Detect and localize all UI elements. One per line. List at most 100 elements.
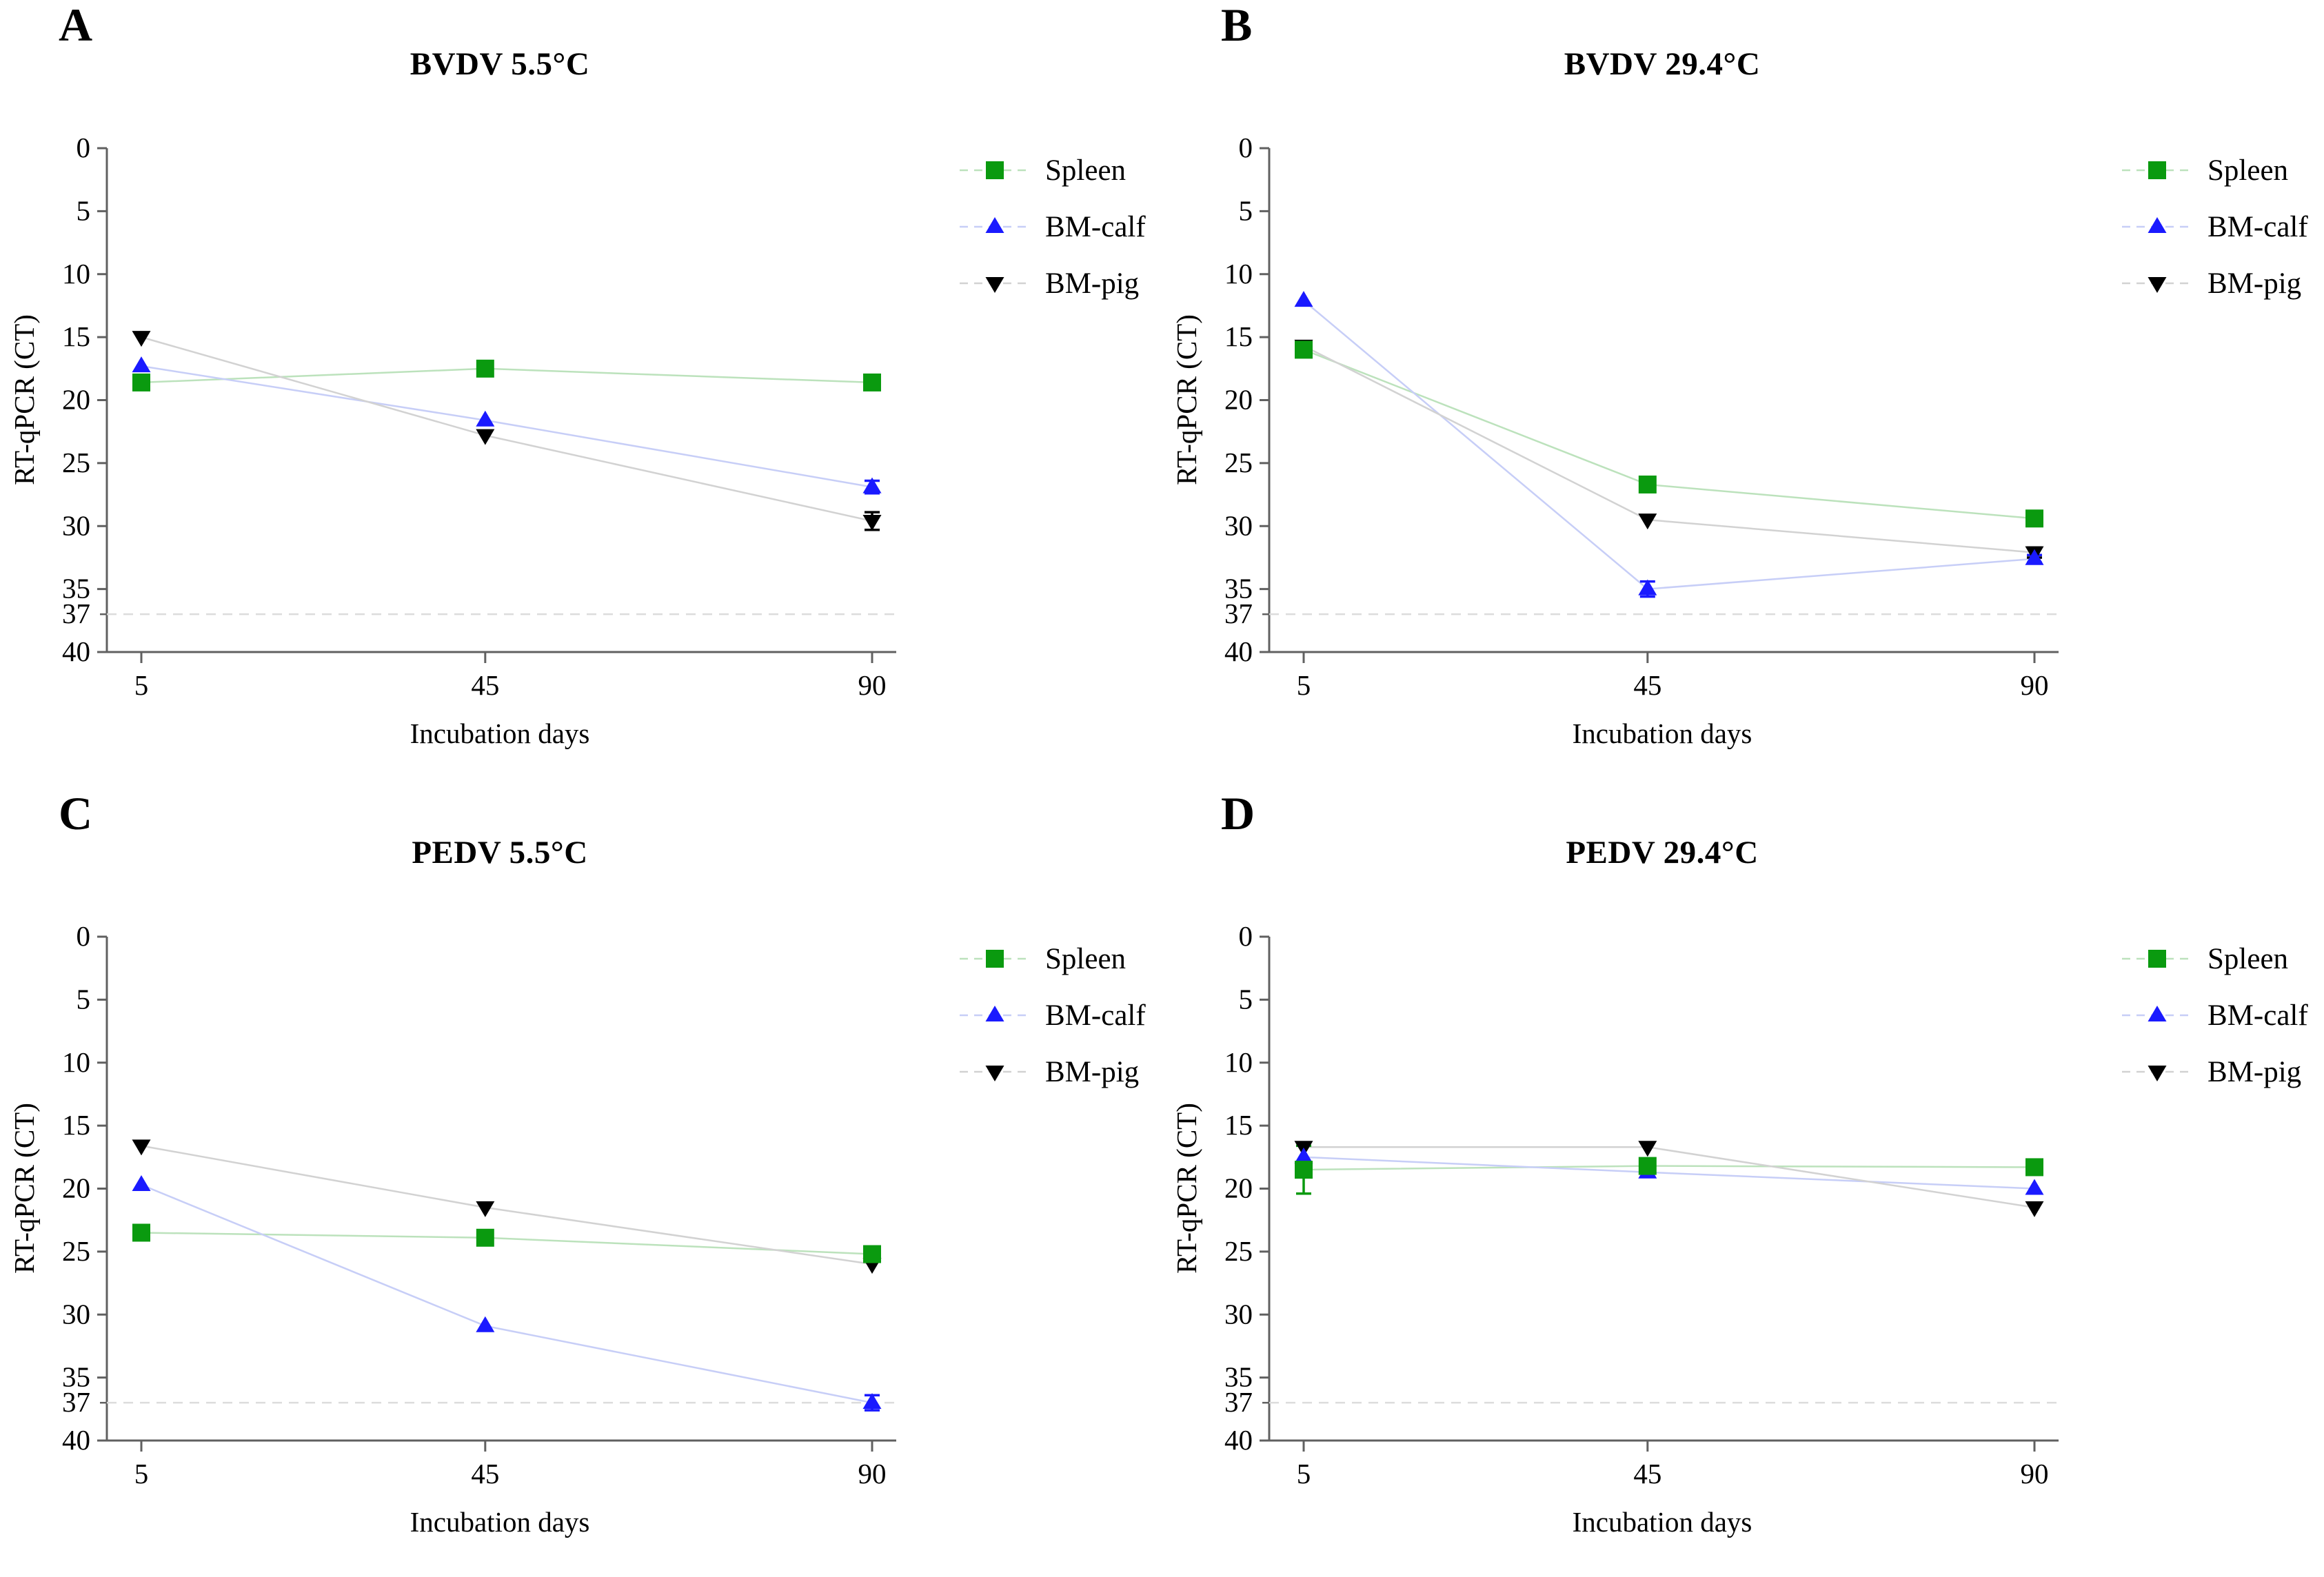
legend-item-spleen: Spleen bbox=[957, 142, 1164, 199]
y-tick-label: 25 bbox=[1224, 447, 1253, 478]
data-point-marker bbox=[863, 373, 881, 391]
legend-item-bm-pig: BM-pig bbox=[957, 1044, 1164, 1100]
legend-label: Spleen bbox=[2207, 942, 2289, 975]
spleen-square-icon bbox=[960, 950, 1030, 968]
x-tick-label: 5 bbox=[134, 1458, 149, 1489]
panel-letter: B bbox=[1221, 0, 1253, 51]
panel-d: D PEDV 29.4°C RT-qPCR (CT) 0 5 10 15 20 25 30 3… bbox=[1162, 788, 2324, 1577]
data-point-marker bbox=[132, 1175, 151, 1192]
y-tick-label: 0 bbox=[1239, 920, 1253, 952]
series-line bbox=[1303, 300, 2035, 590]
y-tick-label: 30 bbox=[1224, 1298, 1253, 1330]
x-axis-label: Incubation days bbox=[1572, 718, 1752, 749]
y-tick-label: 35 bbox=[1224, 573, 1253, 604]
data-point-marker bbox=[2025, 509, 2043, 528]
data-point-marker bbox=[476, 429, 495, 445]
y-tick-label: 0 bbox=[1239, 132, 1253, 163]
legend-item-bm-pig: BM-pig bbox=[957, 255, 1164, 312]
data-point-marker bbox=[2148, 1006, 2167, 1021]
y-tick-label: 20 bbox=[62, 1172, 90, 1204]
x-tick-label: 45 bbox=[471, 669, 499, 701]
data-point-marker bbox=[132, 1139, 151, 1156]
axes: 0 5 10 15 20 25 30 35 40 37 5 45 90 bbox=[1224, 132, 2059, 701]
series-line bbox=[1303, 1165, 2035, 1171]
data-point-marker bbox=[1638, 1157, 1657, 1175]
panel-title: PEDV 5.5°C bbox=[412, 835, 588, 871]
threshold-tick-label: 37 bbox=[1224, 1386, 1253, 1418]
y-tick-label: 15 bbox=[62, 1109, 90, 1141]
legend-label: BM-pig bbox=[2207, 267, 2302, 300]
bm-pig-triangle-icon bbox=[960, 1066, 1030, 1081]
y-tick-label: 30 bbox=[1224, 509, 1253, 541]
x-tick-label: 5 bbox=[1297, 1458, 1311, 1489]
data-point-marker bbox=[1295, 340, 1313, 359]
y-tick-label: 30 bbox=[62, 1298, 90, 1330]
data-point-marker bbox=[862, 1393, 882, 1410]
y-tick-label: 40 bbox=[62, 1424, 90, 1456]
legend-item-bm-calf: BM-calf bbox=[957, 199, 1164, 255]
legend: Spleen BM-calf BM-pig bbox=[2119, 142, 2324, 312]
legend-item-bm-pig: BM-pig bbox=[2119, 1044, 2324, 1100]
y-tick-label: 40 bbox=[1224, 1424, 1253, 1456]
panel-title: BVDV 29.4°C bbox=[1564, 46, 1761, 82]
spleen-square-icon bbox=[2122, 161, 2192, 179]
spleen-square-icon bbox=[960, 161, 1030, 179]
panel-b: B BVDV 29.4°C RT-qPCR (CT) 0 5 10 15 20 25 30 3… bbox=[1162, 0, 2324, 788]
y-tick-label: 25 bbox=[62, 447, 90, 478]
x-tick-label: 90 bbox=[858, 669, 887, 701]
data-point-marker bbox=[2148, 217, 2167, 233]
bm-pig-triangle-icon bbox=[960, 277, 1030, 293]
y-tick-label: 35 bbox=[1224, 1361, 1253, 1393]
axes: 0 5 10 15 20 25 30 35 40 37 5 45 90 bbox=[62, 920, 896, 1489]
panel-c: C PEDV 5.5°C RT-qPCR (CT) 0 5 10 15 20 25 30 35… bbox=[0, 788, 1162, 1577]
legend: Spleen BM-calf BM-pig bbox=[2119, 930, 2324, 1100]
y-tick-label: 15 bbox=[1224, 321, 1253, 352]
panel-letter: C bbox=[59, 787, 93, 840]
chart-canvas: 0 5 10 15 20 25 30 35 40 37 5 45 90 bbox=[62, 132, 896, 701]
series-line bbox=[141, 367, 873, 384]
x-tick-label: 45 bbox=[471, 1458, 499, 1489]
threshold-tick-label: 37 bbox=[62, 1386, 90, 1418]
panel-title: PEDV 29.4°C bbox=[1566, 835, 1759, 871]
data-point-marker bbox=[2025, 1201, 2044, 1217]
x-axis-label: Incubation days bbox=[410, 718, 590, 749]
legend-label: BM-pig bbox=[1045, 1055, 1140, 1088]
panel-a: A BVDV 5.5°C RT-qPCR (CT) 0 5 10 15 20 25 30 35… bbox=[0, 0, 1162, 788]
bm-pig-triangle-icon bbox=[2122, 277, 2192, 293]
y-tick-label: 40 bbox=[1224, 635, 1253, 667]
legend: Spleen BM-calf BM-pig bbox=[957, 930, 1164, 1100]
legend-item-bm-calf: BM-calf bbox=[2119, 199, 2324, 255]
data-point-marker bbox=[2148, 161, 2166, 179]
data-point-marker bbox=[476, 410, 495, 427]
y-tick-label: 15 bbox=[1224, 1109, 1253, 1141]
x-tick-label: 45 bbox=[1633, 1458, 1661, 1489]
legend-label: BM-calf bbox=[1045, 999, 1146, 1032]
data-point-marker bbox=[2025, 549, 2044, 565]
legend-label: BM-calf bbox=[2207, 210, 2308, 243]
data-point-marker bbox=[1638, 513, 1657, 530]
data-point-marker bbox=[476, 1228, 494, 1247]
data-point-marker bbox=[1294, 1147, 1313, 1163]
panel-letter: D bbox=[1221, 787, 1255, 840]
data-point-marker bbox=[986, 161, 1004, 179]
data-point-marker bbox=[2148, 1066, 2167, 1081]
series-line bbox=[141, 1145, 873, 1265]
chart-canvas: 0 5 10 15 20 25 30 35 40 37 5 45 90 bbox=[1224, 132, 2059, 701]
legend-item-spleen: Spleen bbox=[2119, 142, 2324, 199]
data-point-marker bbox=[862, 477, 882, 494]
y-tick-label: 25 bbox=[62, 1235, 90, 1267]
legend-label: Spleen bbox=[1045, 154, 1126, 187]
plot-area: 0 5 10 15 20 25 30 35 40 37 5 45 90 bbox=[14, 919, 934, 1512]
y-tick-label: 20 bbox=[1224, 1172, 1253, 1204]
panel-title: BVDV 5.5°C bbox=[410, 46, 590, 82]
x-axis-label: Incubation days bbox=[1572, 1506, 1752, 1538]
plot-area: 0 5 10 15 20 25 30 35 40 37 5 45 90 bbox=[1176, 131, 2096, 724]
legend-label: BM-pig bbox=[1045, 267, 1140, 300]
data-point-marker bbox=[476, 1201, 495, 1217]
y-tick-label: 5 bbox=[77, 983, 91, 1015]
y-tick-label: 25 bbox=[1224, 1235, 1253, 1267]
legend-item-spleen: Spleen bbox=[957, 930, 1164, 987]
threshold-tick-label: 37 bbox=[1224, 598, 1253, 629]
y-tick-label: 5 bbox=[1239, 194, 1253, 226]
series-line bbox=[141, 336, 873, 522]
